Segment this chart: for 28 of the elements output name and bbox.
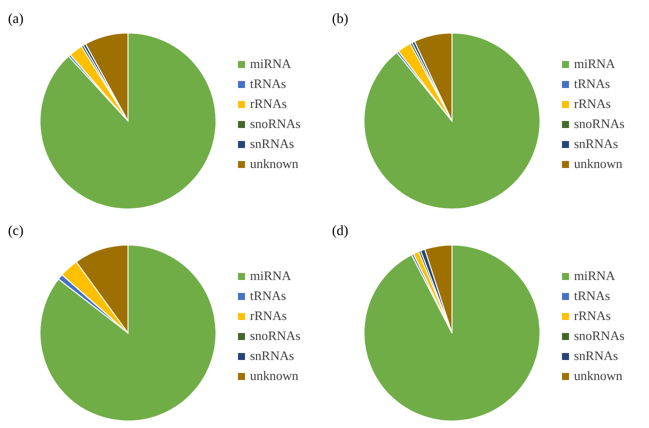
legend-label: snRNAs (250, 135, 294, 153)
legend-label: tRNAs (574, 287, 610, 305)
legend-label: unknown (250, 155, 298, 173)
legend-label: snoRNAs (574, 115, 625, 133)
legend-label: miRNA (250, 267, 292, 285)
legend-label: unknown (574, 155, 622, 173)
legend-label: snRNAs (250, 347, 294, 365)
chart-title: (a) (8, 12, 24, 28)
legend-label: rRNAs (574, 307, 611, 325)
chart-title: (b) (332, 12, 348, 28)
legend-label: rRNAs (574, 95, 611, 113)
legend-label: miRNA (574, 55, 616, 73)
chart-title: (c) (8, 224, 24, 240)
legend-label: snRNAs (574, 135, 618, 153)
legend-label: rRNAs (250, 95, 287, 113)
legend-label: snoRNAs (250, 327, 301, 345)
legend-label: miRNA (574, 267, 616, 285)
legend-label: snoRNAs (250, 115, 301, 133)
legend-label: miRNA (250, 55, 292, 73)
legend-label: snRNAs (574, 347, 618, 365)
legend-label: unknown (574, 367, 622, 385)
chart-title: (d) (332, 224, 348, 240)
legend-label: tRNAs (250, 75, 286, 93)
legend-label: tRNAs (574, 75, 610, 93)
legend-label: unknown (250, 367, 298, 385)
legend-label: tRNAs (250, 287, 286, 305)
legend-label: snoRNAs (574, 327, 625, 345)
legend-label: rRNAs (250, 307, 287, 325)
